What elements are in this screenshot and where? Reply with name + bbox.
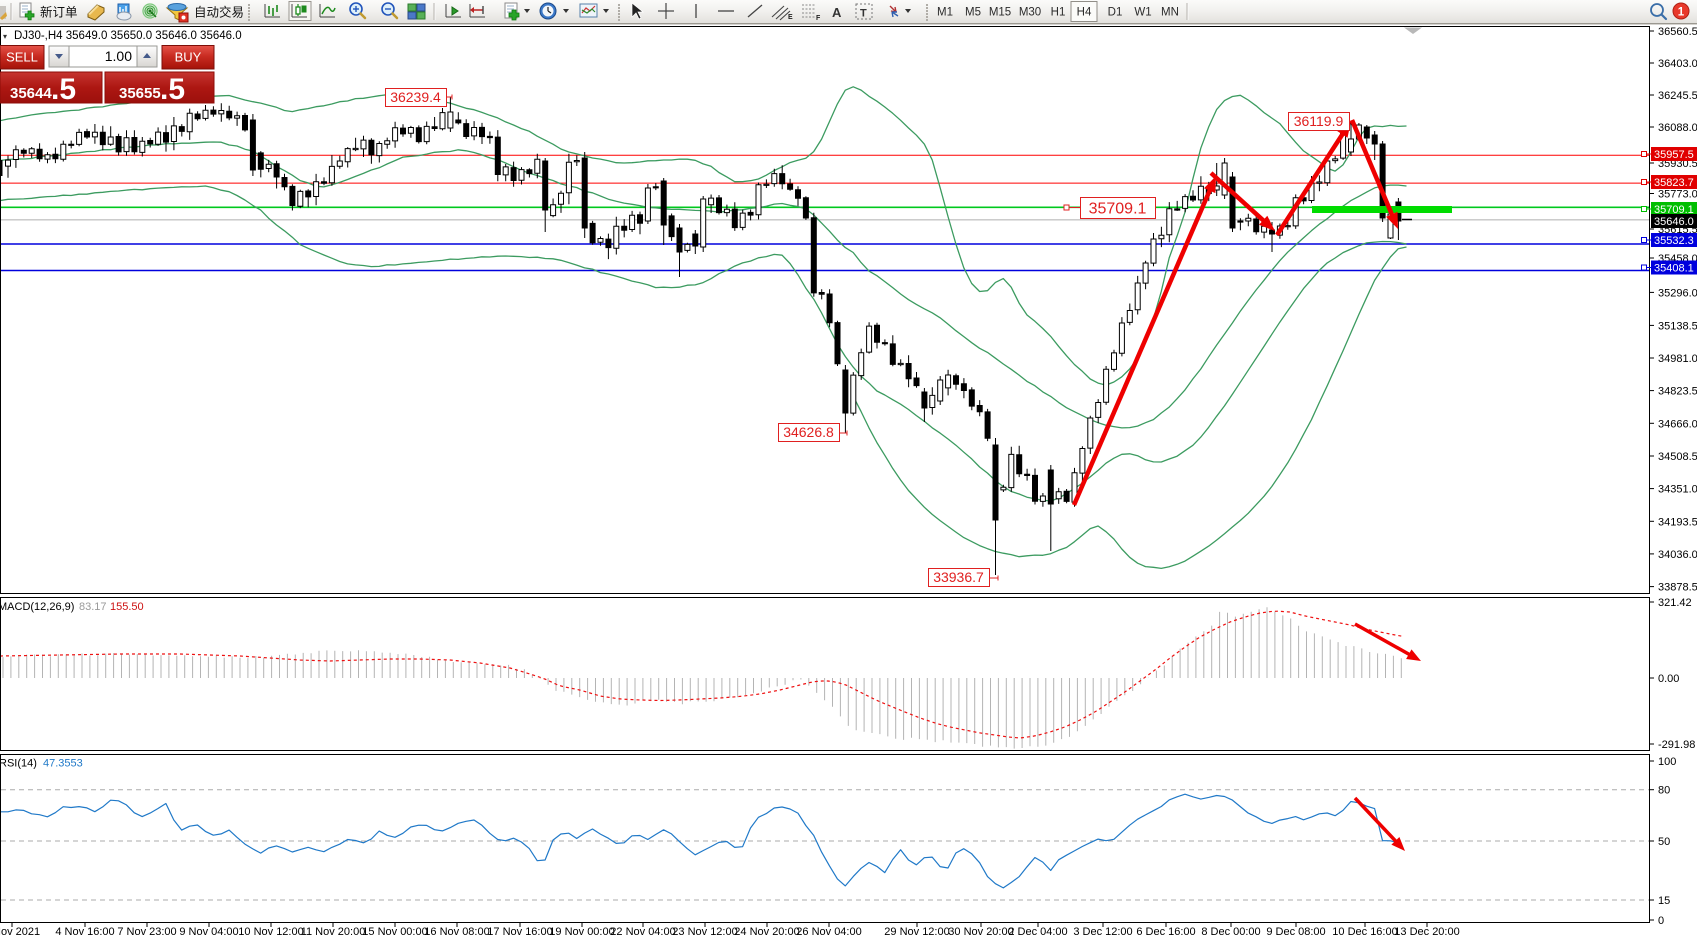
svg-text:35709.1: 35709.1 [1089, 200, 1147, 217]
svg-text:MN: MN [1161, 7, 1179, 19]
svg-text:36119.9: 36119.9 [1294, 113, 1344, 129]
svg-text:36403.0: 36403.0 [1658, 58, 1697, 70]
svg-text:47.3553: 47.3553 [43, 758, 83, 770]
svg-text:36239.4: 36239.4 [390, 89, 441, 105]
svg-text:155.50: 155.50 [110, 601, 144, 613]
svg-text:35646.0: 35646.0 [1654, 216, 1694, 228]
svg-text:33936.7: 33936.7 [933, 569, 984, 585]
svg-text:50: 50 [1658, 836, 1670, 848]
svg-text:自动交易: 自动交易 [194, 5, 244, 20]
svg-text:M30: M30 [1019, 7, 1041, 19]
svg-text:35138.5: 35138.5 [1658, 320, 1697, 332]
svg-text:34508.5: 34508.5 [1658, 451, 1697, 463]
svg-text:34981.0: 34981.0 [1658, 353, 1697, 365]
svg-text:16 Nov 08:00: 16 Nov 08:00 [424, 926, 489, 938]
svg-text:15 Nov 00:00: 15 Nov 00:00 [362, 926, 427, 938]
svg-text:36245.5: 36245.5 [1658, 90, 1697, 102]
svg-text:35655: 35655 [119, 85, 161, 102]
svg-text:1.00: 1.00 [105, 48, 132, 64]
svg-text:3 Dec 12:00: 3 Dec 12:00 [1073, 926, 1132, 938]
svg-text:10 Nov 12:00: 10 Nov 12:00 [238, 926, 303, 938]
svg-text:MACD(12,26,9): MACD(12,26,9) [0, 601, 74, 613]
svg-text:-291.98: -291.98 [1658, 739, 1695, 751]
svg-text:F: F [816, 15, 821, 22]
svg-text:15: 15 [1658, 895, 1670, 907]
svg-text:80: 80 [1658, 785, 1670, 797]
svg-text:.5: .5 [51, 73, 76, 106]
svg-text:E: E [788, 14, 793, 21]
svg-text:30 Nov 20:00: 30 Nov 20:00 [948, 926, 1013, 938]
svg-text:H4: H4 [1077, 7, 1092, 19]
svg-text:34193.5: 34193.5 [1658, 516, 1697, 528]
svg-text:M1: M1 [937, 7, 953, 19]
svg-text:100: 100 [1658, 756, 1676, 768]
svg-text:W1: W1 [1134, 7, 1151, 19]
svg-text:35709.1: 35709.1 [1654, 204, 1694, 216]
svg-text:22 Nov 04:00: 22 Nov 04:00 [610, 926, 675, 938]
svg-text:35532.3: 35532.3 [1654, 235, 1694, 247]
svg-text:M5: M5 [965, 7, 981, 19]
svg-text:26 Nov 04:00: 26 Nov 04:00 [796, 926, 861, 938]
svg-text:A: A [832, 5, 842, 20]
svg-text:8 Dec 00:00: 8 Dec 00:00 [1201, 926, 1260, 938]
svg-text:34666.0: 34666.0 [1658, 418, 1697, 430]
svg-text:34823.5: 34823.5 [1658, 386, 1697, 398]
svg-text:SELL: SELL [6, 50, 38, 65]
svg-text:.5: .5 [160, 73, 185, 106]
svg-text:35823.7: 35823.7 [1654, 177, 1694, 189]
svg-text:35296.0: 35296.0 [1658, 287, 1697, 299]
svg-text:6 Dec 16:00: 6 Dec 16:00 [1136, 926, 1195, 938]
svg-text:▾: ▾ [3, 32, 7, 41]
svg-text:1: 1 [1678, 7, 1685, 19]
svg-text:10 Dec 16:00: 10 Dec 16:00 [1332, 926, 1397, 938]
svg-text:34626.8: 34626.8 [783, 424, 834, 440]
svg-text:H1: H1 [1051, 7, 1066, 19]
svg-text:DJ30-,H4 35649.0 35650.0 3564: DJ30-,H4 35649.0 35650.0 35646.0 35646.0 [14, 30, 242, 42]
svg-text:34036.0: 34036.0 [1658, 549, 1697, 561]
svg-text:19 Nov 00:00: 19 Nov 00:00 [549, 926, 614, 938]
svg-text:BUY: BUY [175, 50, 202, 65]
svg-text:35408.1: 35408.1 [1654, 263, 1694, 275]
svg-text:T: T [860, 8, 867, 20]
svg-text:11 Nov 20:00: 11 Nov 20:00 [301, 926, 366, 938]
svg-text:9 Nov 04:00: 9 Nov 04:00 [179, 926, 238, 938]
svg-text:24 Nov 20:00: 24 Nov 20:00 [734, 926, 799, 938]
svg-text:35957.5: 35957.5 [1654, 149, 1694, 161]
svg-text:2 Nov 2021: 2 Nov 2021 [0, 926, 40, 938]
svg-text:RSI(14): RSI(14) [0, 758, 37, 770]
svg-text:0: 0 [1658, 915, 1664, 927]
svg-text:M15: M15 [989, 7, 1011, 19]
svg-text:34351.0: 34351.0 [1658, 484, 1697, 496]
svg-text:9 Dec 08:00: 9 Dec 08:00 [1266, 926, 1325, 938]
svg-text:36560.5: 36560.5 [1658, 26, 1697, 38]
svg-text:83.17: 83.17 [79, 601, 107, 613]
svg-text:23 Nov 12:00: 23 Nov 12:00 [672, 926, 737, 938]
svg-text:D1: D1 [1108, 7, 1123, 19]
svg-text:4 Nov 16:00: 4 Nov 16:00 [55, 926, 114, 938]
svg-text:35773.0: 35773.0 [1658, 189, 1697, 201]
svg-text:29 Nov 12:00: 29 Nov 12:00 [884, 926, 949, 938]
svg-text:33878.5: 33878.5 [1658, 582, 1697, 594]
svg-text:17 Nov 16:00: 17 Nov 16:00 [487, 926, 552, 938]
svg-text:321.42: 321.42 [1658, 597, 1692, 609]
svg-text:2 Dec 04:00: 2 Dec 04:00 [1008, 926, 1067, 938]
svg-text:13 Dec 20:00: 13 Dec 20:00 [1394, 926, 1459, 938]
svg-text:36088.0: 36088.0 [1658, 122, 1697, 134]
svg-text:35644: 35644 [10, 85, 52, 102]
svg-text:新订单: 新订单 [40, 5, 78, 20]
svg-text:0.00: 0.00 [1658, 673, 1679, 685]
svg-text:7 Nov 23:00: 7 Nov 23:00 [117, 926, 176, 938]
